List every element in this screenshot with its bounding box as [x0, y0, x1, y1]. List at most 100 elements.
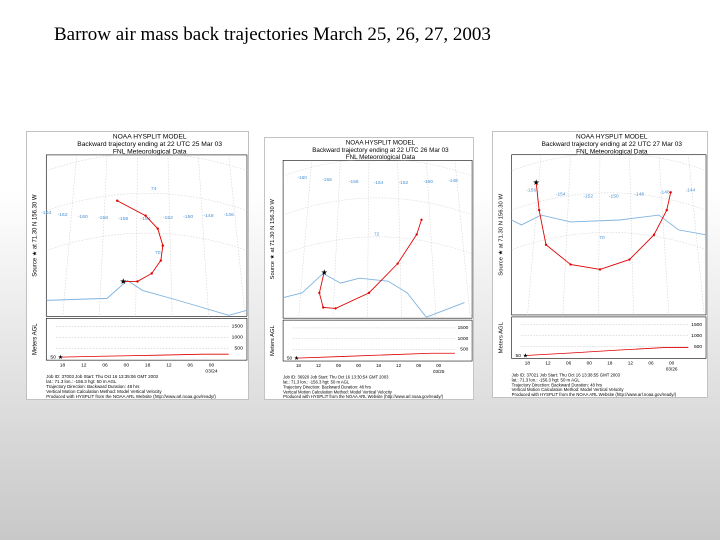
graticule	[511, 192, 707, 211]
map-label: -154	[556, 192, 566, 198]
trajectory	[117, 200, 164, 282]
map-label: 72	[374, 232, 380, 238]
height-label: 1000	[691, 333, 702, 339]
hour-label: 18	[525, 361, 531, 367]
height-label: 50	[50, 355, 56, 361]
graticule	[397, 160, 402, 319]
hour-label: 18	[60, 362, 66, 368]
source-star: ★	[120, 277, 127, 286]
trajectory-point	[322, 306, 325, 309]
trajectory-point	[318, 291, 321, 295]
hour-label: 18	[296, 363, 302, 368]
graticule	[46, 153, 248, 172]
map-label: -154	[374, 180, 384, 186]
hour-label: 00	[436, 363, 442, 368]
height-label: 1000	[232, 335, 243, 341]
panel-border	[264, 137, 474, 400]
height-trajectory	[525, 347, 689, 356]
map-frame	[511, 154, 707, 316]
footer-line: Trajectory Direction: Backward Duration:…	[283, 384, 371, 389]
date-label: 03/24	[205, 368, 217, 374]
graticule	[283, 158, 473, 177]
panel-header: FNL Meteorological Data	[576, 148, 648, 155]
graticule	[511, 232, 707, 250]
map-frame	[45, 154, 248, 317]
panel-header: FNL Meteorological Data	[113, 149, 187, 156]
footer-line: Vertical Motion Calculation Method: Mode…	[512, 387, 625, 392]
map-label: -158	[98, 215, 108, 221]
footer-line: Job ID: 36920 Job Start: Thu Oct 16 13:3…	[283, 375, 389, 380]
footer-line: lat.: 71.3 lon.: -156.3 hgt: 50 m AGL	[283, 380, 350, 385]
profile-frame	[511, 316, 707, 359]
trajectory-point	[569, 263, 572, 266]
map-label: -150	[423, 179, 433, 185]
hour-label: 12	[316, 363, 322, 368]
graticule	[283, 197, 473, 216]
hour-label: 06	[102, 362, 108, 368]
source-star: ★	[533, 178, 540, 187]
trajectory-point	[161, 244, 165, 247]
graticule	[46, 193, 248, 211]
trajectory-point	[136, 280, 139, 283]
hour-label: 06	[336, 363, 342, 368]
trajectory-point	[159, 259, 163, 262]
source-label: Source ★ at 71.30 N 156.30 W	[32, 194, 39, 277]
map-frame	[282, 160, 473, 319]
hour-label: 18	[145, 362, 151, 368]
height-label: 1500	[458, 325, 469, 331]
map-label: -148	[448, 178, 458, 184]
hour-label: 00	[124, 362, 130, 368]
graticule	[135, 154, 138, 317]
map-label: -146	[224, 212, 234, 218]
source-star: ★	[294, 355, 299, 362]
trajectory-point	[156, 227, 159, 230]
map-label: -152	[399, 180, 409, 186]
trajectory-point	[334, 307, 337, 310]
footer-line: Job ID: 37003 Job Start: Thu Oct 16 13:3…	[46, 374, 158, 379]
map-label: -150	[183, 214, 193, 220]
hour-label: 06	[416, 363, 422, 368]
hour-label: 12	[628, 361, 634, 367]
coastline	[511, 214, 707, 236]
hour-label: 12	[166, 362, 172, 368]
panel-header: FNL Meteorological Data	[346, 154, 416, 161]
hour-label: 12	[81, 362, 87, 368]
map-label: -146	[660, 190, 670, 196]
hour-label: 00	[587, 361, 593, 367]
footer-line: Trajectory Direction: Backward Duration:…	[512, 382, 602, 387]
trajectory-point	[537, 208, 541, 212]
graticule	[688, 154, 705, 315]
map-label: 74	[151, 186, 157, 192]
trajectory-point	[150, 272, 153, 275]
graticule	[527, 154, 542, 315]
hour-label: 00	[356, 363, 362, 368]
trajectory-point	[628, 258, 631, 261]
map-label: -154	[141, 216, 151, 222]
coastline	[46, 279, 248, 316]
height-trajectory	[296, 352, 455, 359]
map-label: -160	[78, 214, 88, 220]
graticule	[658, 154, 670, 315]
map-label: -156	[349, 179, 359, 185]
map-label: -148	[634, 192, 644, 198]
graticule	[198, 154, 209, 317]
slide-title: Barrow air mass back trajectories March …	[54, 24, 491, 45]
trajectory-point	[116, 199, 119, 202]
source-star: ★	[58, 354, 63, 361]
footer-line: Job ID: 37021 Job Start: Thu Oct 16 13:3…	[512, 372, 621, 377]
height-label: 500	[694, 344, 702, 350]
profile-frame	[282, 319, 473, 362]
footer-line: Vertical Motion Calculation Method: Mode…	[283, 389, 393, 394]
trajectory-point	[144, 214, 147, 217]
hour-label: 06	[188, 362, 194, 368]
trajectory-point	[652, 233, 656, 237]
map-label: -156	[526, 188, 536, 194]
height-label: 1000	[458, 336, 469, 342]
graticule	[228, 154, 246, 317]
panel-header: NOAA HYSPLIT MODEL	[113, 134, 187, 141]
graticule	[598, 154, 601, 315]
date-label: 03/25	[433, 369, 445, 374]
graticule	[98, 154, 108, 317]
